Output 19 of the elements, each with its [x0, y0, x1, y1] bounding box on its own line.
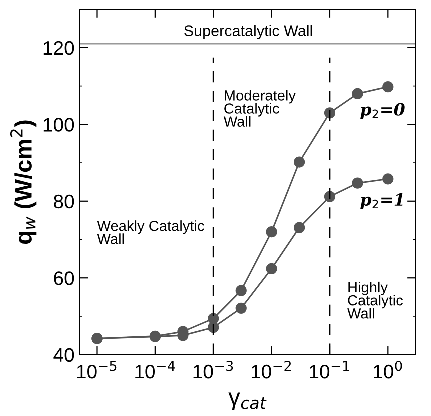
annotation: Highly Catalytic Wall — [348, 282, 404, 319]
y-axis-title: q$_{w}$ (W/cm$^{2}$) — [10, 120, 37, 244]
y-tick-label: 120 — [44, 41, 74, 56]
annotation: Moderately Catalytic Wall — [224, 90, 296, 127]
series-label: p$_{2}$=0 — [360, 103, 405, 120]
x-tick-label: 10$^{0}$ — [374, 360, 402, 379]
x-axis-title: γ$_{cat}$ — [228, 392, 267, 410]
x-tick-label: 10$^{−4}$ — [136, 361, 176, 379]
y-tick-label: 80 — [54, 194, 74, 209]
x-tick-label: 10$^{−3}$ — [194, 360, 234, 379]
y-tick-label: 60 — [54, 272, 74, 286]
x-tick-label: 10$^{−1}$ — [310, 361, 350, 379]
series-label: p$_{2}$=1 — [360, 193, 403, 210]
x-tick-label: 10$^{−2}$ — [252, 360, 292, 379]
annotation: Weakly Catalytic Wall — [97, 220, 204, 244]
y-tick-label: 100 — [44, 118, 74, 132]
y-tick-label: 40 — [54, 348, 74, 362]
x-tick-label: 10$^{−5}$ — [77, 361, 117, 379]
ref-line-label: Supercatalytic Wall — [184, 25, 312, 40]
